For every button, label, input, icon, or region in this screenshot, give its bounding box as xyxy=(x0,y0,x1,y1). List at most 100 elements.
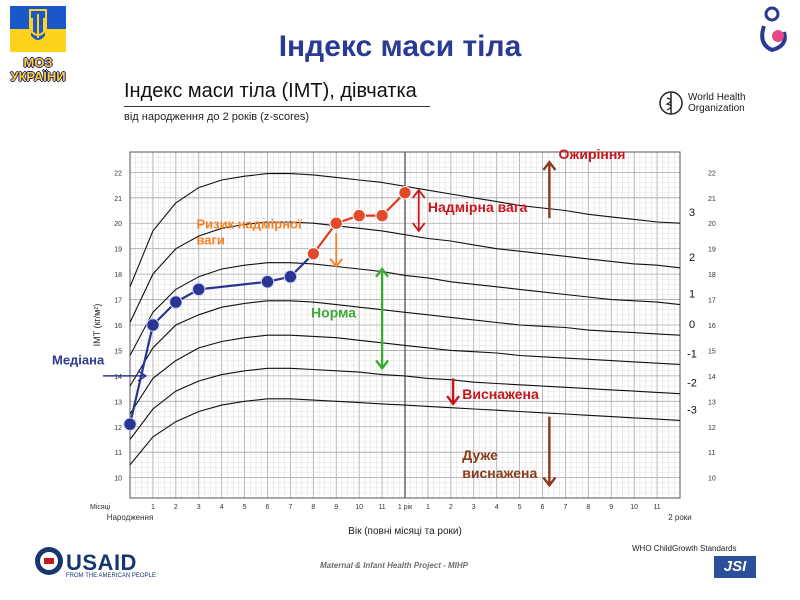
x-tick-label: 7 xyxy=(288,504,292,511)
mother-child-logo xyxy=(754,4,794,54)
x-label-birth: Народження xyxy=(107,513,154,522)
y-tick-label-left: 21 xyxy=(114,196,122,203)
chart-title-underline xyxy=(124,106,430,107)
x-tick-label: 1 xyxy=(151,504,155,511)
x-tick-label: 1 xyxy=(426,504,430,511)
jsi-logo: JSI xyxy=(714,556,756,578)
month-row-label: Місяці xyxy=(90,503,111,511)
risk-arrow-head xyxy=(329,258,343,268)
label-overweight: Надмірна вага xyxy=(428,199,528,215)
z-label-bg xyxy=(684,377,700,390)
y-tick-label-left: 15 xyxy=(114,348,122,355)
risk-arrow xyxy=(329,233,343,268)
y-tick-label-left: 20 xyxy=(114,221,122,228)
x-tick-label: 11 xyxy=(378,504,385,511)
z-curve-1 xyxy=(129,262,681,356)
child-data-point xyxy=(375,208,389,223)
child-line-segment xyxy=(128,324,154,425)
y-tick-label-left: 16 xyxy=(114,323,122,330)
x-tick-label: 8 xyxy=(586,504,590,511)
who-standards-label: WHO ChildGrowth Standards xyxy=(632,544,737,553)
usaid-subtitle: FROM THE AMERICAN PEOPLE xyxy=(66,573,156,579)
y-tick-label-left: 22 xyxy=(114,170,122,177)
child-data-point xyxy=(306,247,321,261)
y-tick-label-right: 17 xyxy=(708,298,716,305)
z-label-bg xyxy=(684,348,700,361)
z-score-label: -2 xyxy=(687,378,697,390)
y-tick-label-right: 15 xyxy=(708,348,716,355)
median-pointer xyxy=(103,370,148,382)
y-tick-label-left: 10 xyxy=(114,476,122,483)
z-score-label: -3 xyxy=(687,404,697,416)
norm-arrow xyxy=(375,267,390,371)
overweight-arrow-head-2 xyxy=(412,188,426,199)
z-score-label: 3 xyxy=(689,207,695,219)
z-score-label: 1 xyxy=(689,289,695,301)
x-label-year2: 2 роки xyxy=(668,513,692,522)
y-tick-label-left: 13 xyxy=(114,399,122,406)
child-data-point xyxy=(329,216,343,230)
wasted-arrow-head xyxy=(446,395,461,406)
usaid-seal-icon xyxy=(35,547,63,575)
y-tick-label-right: 11 xyxy=(708,450,715,457)
z-score-curves xyxy=(129,173,681,466)
x-tick-label: 5 xyxy=(518,504,522,511)
x-tick-label: 10 xyxy=(355,504,363,511)
y-tick-label-right: 21 xyxy=(708,196,716,203)
x-tick-label: 2 xyxy=(174,504,178,511)
moz-logo xyxy=(10,6,66,52)
x-tick-label: 4 xyxy=(495,504,499,511)
z-label-bg xyxy=(684,288,700,301)
z-score-label: 0 xyxy=(689,319,695,331)
who-logo-text: World Health Organization xyxy=(688,92,746,114)
chart-grid xyxy=(129,151,681,499)
obesity-arrow xyxy=(542,160,557,219)
y-tick-label-left: 11 xyxy=(115,450,122,457)
z-curve--3 xyxy=(129,398,681,466)
y-tick-label-right: 10 xyxy=(708,476,716,483)
z-curve--1 xyxy=(129,334,681,415)
x-tick-label: 3 xyxy=(472,504,476,511)
x-tick-label: 9 xyxy=(609,504,613,511)
child-data-point xyxy=(398,186,412,200)
y-tick-label-left: 14 xyxy=(114,374,122,381)
ukraine-coat-of-arms-icon xyxy=(10,6,66,52)
child-data-point xyxy=(283,269,298,284)
x-tick-label: 2 xyxy=(449,504,453,511)
label-severely-wasted: Дуже виснажена xyxy=(462,447,537,481)
z-curve-2 xyxy=(129,221,681,323)
x-tick-label: 6 xyxy=(266,504,270,511)
y-tick-label-right: 14 xyxy=(708,374,716,381)
y-tick-label-right: 12 xyxy=(708,425,716,432)
who-logo-line-2: Organization xyxy=(688,103,745,114)
x-tick-label: 9 xyxy=(334,504,338,511)
y-tick-label-right: 18 xyxy=(708,272,716,279)
z-curve-0 xyxy=(129,300,681,387)
label-wasted: Виснажена xyxy=(462,386,539,402)
label-norm: Норма xyxy=(311,304,356,320)
z-curve--2 xyxy=(129,367,681,440)
child-line-segment xyxy=(198,280,268,291)
severely-wasted-arrow xyxy=(542,416,557,488)
who-logo xyxy=(656,90,686,116)
x-tick-label: 6 xyxy=(541,504,545,511)
x-axis-label: Вік (повні місяці та роки) xyxy=(348,526,462,537)
overweight-arrow xyxy=(412,188,426,233)
x-tick-label: 7 xyxy=(563,504,567,511)
z-label-bg xyxy=(684,251,700,264)
y-tick-label-left: 18 xyxy=(114,272,122,279)
z-score-label: -1 xyxy=(687,348,697,360)
usaid-seal xyxy=(34,546,64,576)
child-data-point xyxy=(192,282,206,297)
moz-logo-label: МОЗ УКРАЇНИ xyxy=(10,55,66,84)
child-data-point xyxy=(260,275,275,289)
child-data-point xyxy=(146,318,160,332)
x-tick-label: 4 xyxy=(220,504,224,511)
x-tick-label: 3 xyxy=(197,504,201,511)
z-score-label: 2 xyxy=(689,252,695,264)
child-data-point xyxy=(352,208,366,223)
mother-child-icon xyxy=(760,6,787,53)
slide-title: Індекс маси тіла xyxy=(278,30,522,63)
norm-arrow-head-2 xyxy=(375,267,390,278)
